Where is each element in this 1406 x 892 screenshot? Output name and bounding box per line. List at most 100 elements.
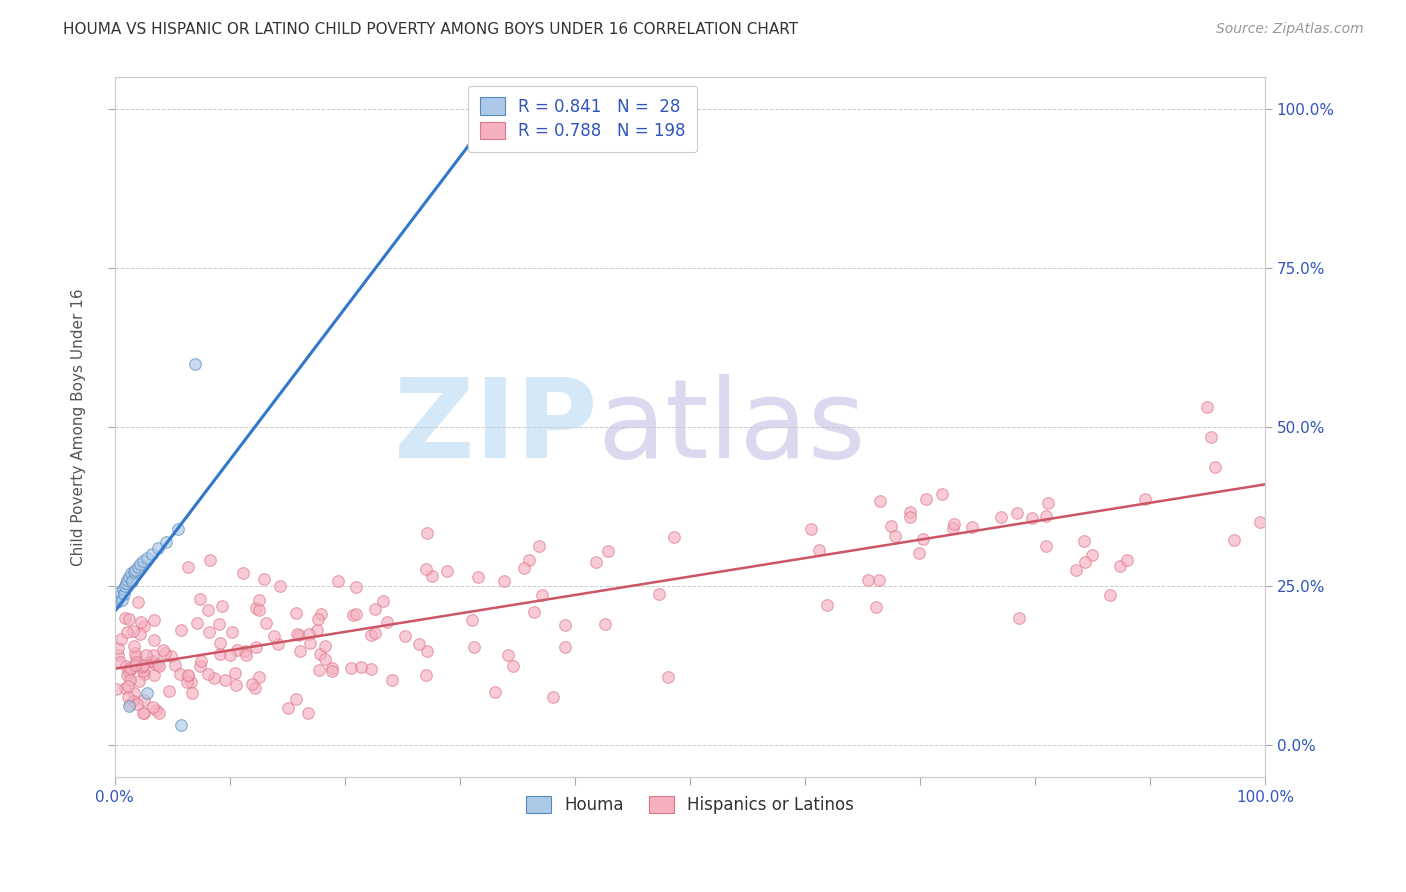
Point [467, 570, 489, 584]
Point [931, 487, 953, 501]
Point [197, 603, 219, 617]
Point [263, 629, 285, 643]
Point [898, 505, 921, 519]
Point [869, 574, 891, 588]
Point [177, 668, 200, 682]
Point [115, 576, 138, 591]
Point [247, 593, 270, 607]
Point [962, 520, 984, 534]
Point [360, 627, 382, 641]
Point [344, 607, 367, 621]
Point [142, 613, 165, 627]
Point [146, 657, 169, 672]
Point [114, 611, 136, 625]
Point [815, 598, 838, 612]
Point [1074, 555, 1097, 569]
Point [170, 623, 193, 637]
Point [167, 522, 190, 536]
Point [298, 626, 321, 640]
Point [141, 547, 163, 561]
Point [1073, 534, 1095, 549]
Point [124, 655, 146, 669]
Point [232, 566, 254, 580]
Point [132, 692, 155, 706]
Point [267, 637, 290, 651]
Point [360, 662, 382, 676]
Point [436, 564, 458, 578]
Point [114, 681, 136, 695]
Point [648, 587, 671, 601]
Point [107, 648, 129, 662]
Point [122, 565, 145, 579]
Point [200, 553, 222, 567]
Point [211, 599, 233, 613]
Point [114, 658, 136, 673]
Point [554, 617, 576, 632]
Point [498, 648, 520, 662]
Point [307, 612, 329, 626]
Point [105, 595, 128, 609]
Point [381, 673, 404, 688]
Point [800, 522, 823, 536]
Point [157, 684, 180, 698]
Point [120, 662, 142, 676]
Point [214, 673, 236, 688]
Point [541, 690, 564, 704]
Point [287, 628, 309, 642]
Point [340, 661, 363, 675]
Point [132, 706, 155, 721]
Point [132, 667, 155, 681]
Point [883, 529, 905, 543]
Point [128, 673, 150, 688]
Point [225, 678, 247, 692]
Point [285, 607, 308, 621]
Point [593, 617, 616, 632]
Point [284, 692, 307, 706]
Point [114, 579, 136, 593]
Point [321, 664, 343, 678]
Point [224, 666, 246, 681]
Point [124, 686, 146, 700]
Point [471, 109, 494, 123]
Point [135, 686, 157, 700]
Point [285, 627, 308, 641]
Point [225, 642, 247, 657]
Point [117, 573, 139, 587]
Point [990, 510, 1012, 524]
Point [110, 593, 132, 607]
Point [131, 660, 153, 674]
Point [299, 636, 322, 650]
Point [1197, 400, 1219, 414]
Point [865, 599, 887, 614]
Point [307, 623, 329, 637]
Point [235, 648, 257, 663]
Point [125, 650, 148, 665]
Point [585, 555, 607, 569]
Point [138, 655, 160, 669]
Point [1133, 492, 1156, 507]
Point [530, 588, 553, 602]
Point [415, 562, 437, 576]
Point [416, 525, 439, 540]
Point [869, 494, 891, 508]
Point [942, 521, 965, 535]
Point [148, 658, 170, 673]
Point [124, 657, 146, 672]
Point [297, 706, 319, 721]
Point [111, 582, 134, 597]
Point [142, 700, 165, 714]
Point [143, 657, 166, 671]
Point [184, 357, 207, 371]
Point [247, 670, 270, 684]
Point [463, 640, 485, 654]
Point [121, 574, 143, 588]
Point [502, 659, 524, 673]
Point [112, 587, 135, 601]
Point [321, 661, 343, 675]
Point [202, 671, 225, 685]
Point [350, 660, 373, 674]
Point [1204, 460, 1226, 475]
Point [408, 637, 430, 651]
Point [364, 602, 387, 616]
Point [373, 594, 395, 608]
